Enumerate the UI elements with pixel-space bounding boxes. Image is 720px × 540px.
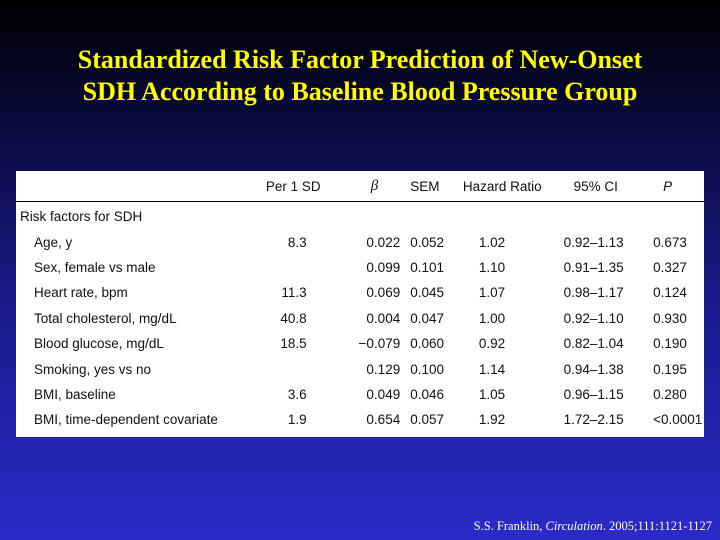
row-ci: 0.92–1.10 xyxy=(563,310,624,326)
row-beta: 0.004 xyxy=(366,310,401,326)
row-label: Smoking, yes vs no xyxy=(34,361,152,377)
row-beta: 0.129 xyxy=(366,361,401,377)
row-per-sd xyxy=(248,356,339,381)
row-p: 0.930 xyxy=(653,310,687,326)
row-hazard-ratio: 1.14 xyxy=(478,361,506,377)
row-p: 0.124 xyxy=(653,285,687,301)
row-per-sd xyxy=(248,255,339,280)
row-p: 0.190 xyxy=(653,336,687,352)
row-per-sd: 18.5 xyxy=(280,336,307,352)
row-hazard-ratio: 1.92 xyxy=(478,412,506,428)
row-per-sd: 3.6 xyxy=(287,386,307,402)
row-per-sd: 1.9 xyxy=(287,412,307,428)
row-sem: 0.060 xyxy=(410,336,445,352)
row-p: 0.280 xyxy=(653,386,687,402)
table-row: Smoking, yes vs no 0.129 0.100 1.14 0.94–1.3… xyxy=(16,356,704,381)
citation-ref: . 2005;111:1121-1127 xyxy=(602,519,712,533)
row-p: 0.673 xyxy=(653,234,687,250)
citation: S.S. Franklin, Circulation. 2005;111:112… xyxy=(474,519,712,534)
row-sem: 0.052 xyxy=(410,234,445,250)
row-label: BMI, baseline xyxy=(34,386,116,402)
table-row: BMI, baseline 3.6 0.049 0.046 1.05 0.96–1.15 0… xyxy=(16,382,704,407)
row-ci: 0.98–1.17 xyxy=(563,285,624,301)
slide-title: Standardized Risk Factor Prediction of N… xyxy=(0,44,720,108)
row-ci: 0.94–1.38 xyxy=(563,361,624,377)
row-sem: 0.057 xyxy=(410,412,445,428)
row-label: Total cholesterol, mg/dL xyxy=(34,310,177,326)
row-ci: 0.96–1.15 xyxy=(563,386,624,402)
header-label xyxy=(16,171,249,202)
table-row: Age, y 8.3 0.022 0.052 1.02 0.92–1.13 0.673 xyxy=(16,229,704,254)
header-hazard-ratio: Hazard Ratio xyxy=(456,171,550,202)
slide-title-line-2: SDH According to Baseline Blood Pressure… xyxy=(82,77,638,106)
row-beta: 0.022 xyxy=(366,234,401,250)
row-beta: −0.079 xyxy=(358,336,401,352)
row-label: Age, y xyxy=(34,234,73,250)
row-hazard-ratio: 1.00 xyxy=(478,310,506,326)
row-sem: 0.045 xyxy=(410,285,445,301)
citation-authors: S.S. Franklin, xyxy=(473,519,546,533)
table-row: BMI, time-dependent covariate 1.9 0.654 0.0… xyxy=(16,407,704,432)
row-label: BMI, time-dependent covariate xyxy=(34,412,218,428)
table-row: Heart rate, bpm 11.3 0.069 0.045 1.07 0.98–1.… xyxy=(16,280,704,305)
row-label: Heart rate, bpm xyxy=(34,285,128,301)
row-label: Sex, female vs male xyxy=(34,259,156,275)
row-ci: 0.92–1.13 xyxy=(563,234,624,250)
header-sem: SEM xyxy=(410,171,457,202)
risk-factor-table: Per 1 SD β SEM Hazard Ratio 95% CI P Ris… xyxy=(16,171,704,433)
row-label: Blood glucose, mg/dL xyxy=(34,336,164,352)
row-sem: 0.101 xyxy=(410,259,445,275)
row-hazard-ratio: 1.02 xyxy=(478,234,506,250)
row-p: 0.195 xyxy=(653,361,687,377)
row-per-sd: 40.8 xyxy=(280,310,307,326)
row-hazard-ratio: 0.92 xyxy=(478,336,506,352)
row-beta: 0.654 xyxy=(366,412,401,428)
slide-title-line-1: Standardized Risk Factor Prediction of N… xyxy=(77,45,643,74)
header-per-sd: Per 1 SD xyxy=(248,171,339,202)
citation-journal: Circulation xyxy=(545,519,603,533)
table-row: Total cholesterol, mg/dL 40.8 0.004 0.047 1.… xyxy=(16,306,704,331)
header-beta: β xyxy=(338,171,411,202)
row-ci: 1.72–2.15 xyxy=(563,412,624,428)
risk-factor-table-panel: Per 1 SD β SEM Hazard Ratio 95% CI P Ris… xyxy=(16,171,704,437)
row-p: 0.327 xyxy=(653,259,687,275)
table-row: Blood glucose, mg/dL 18.5 −0.079 0.060 0.92 0… xyxy=(16,331,704,356)
row-hazard-ratio: 1.07 xyxy=(478,285,506,301)
row-per-sd: 11.3 xyxy=(281,285,307,301)
row-beta: 0.069 xyxy=(366,285,401,301)
section-row: Risk factors for SDH xyxy=(16,202,704,230)
row-hazard-ratio: 1.05 xyxy=(478,386,506,402)
row-ci: 0.82–1.04 xyxy=(563,336,624,352)
row-hazard-ratio: 1.10 xyxy=(478,259,506,275)
row-p: <0.0001 xyxy=(653,412,703,428)
header-p: P xyxy=(649,171,704,202)
table-header-row: Per 1 SD β SEM Hazard Ratio 95% CI P xyxy=(16,171,704,202)
table-row: Sex, female vs male 0.099 0.101 1.10 0.91–1.… xyxy=(16,255,704,280)
row-ci: 0.91–1.35 xyxy=(563,259,624,275)
row-per-sd: 8.3 xyxy=(287,234,307,250)
row-beta: 0.049 xyxy=(366,386,401,402)
header-ci: 95% CI xyxy=(549,171,650,202)
row-beta: 0.099 xyxy=(366,259,401,275)
row-sem: 0.047 xyxy=(410,310,445,326)
section-label: Risk factors for SDH xyxy=(20,209,143,225)
row-sem: 0.046 xyxy=(410,386,445,402)
row-sem: 0.100 xyxy=(410,361,445,377)
